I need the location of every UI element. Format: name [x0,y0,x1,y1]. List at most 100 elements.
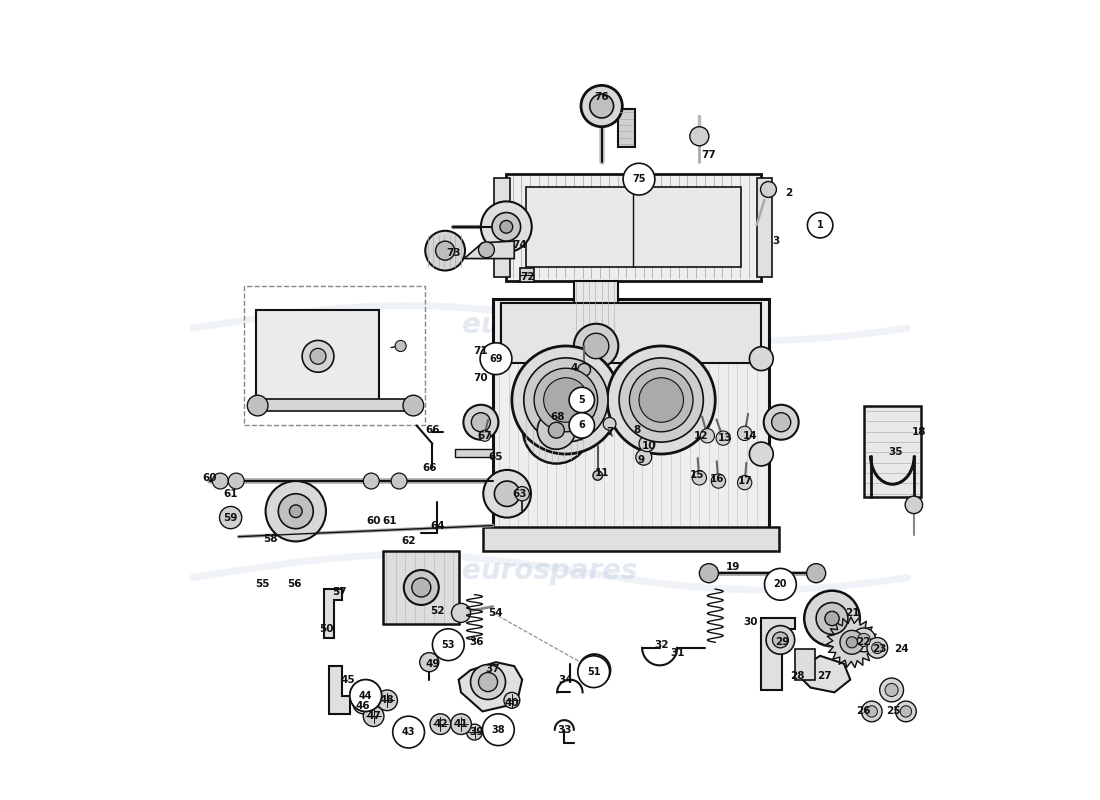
Text: 18: 18 [912,426,926,437]
Bar [520,268,535,282]
Circle shape [522,397,590,463]
Polygon shape [826,617,878,667]
Circle shape [289,505,302,518]
Text: 6: 6 [579,421,585,430]
Text: 36: 36 [470,638,484,647]
Circle shape [350,680,382,711]
Text: 39: 39 [470,727,484,737]
Text: 38: 38 [492,725,505,734]
Text: 66: 66 [422,462,437,473]
Circle shape [377,690,397,710]
Text: 51: 51 [587,666,601,677]
Text: 70: 70 [473,373,487,382]
Circle shape [639,436,654,452]
Text: 3: 3 [773,236,780,246]
Circle shape [900,706,912,717]
Text: 35: 35 [889,446,903,457]
Text: 59: 59 [223,513,238,522]
Circle shape [403,395,424,416]
Circle shape [583,334,608,358]
Text: 15: 15 [690,470,704,481]
Circle shape [350,680,382,711]
Circle shape [623,163,654,195]
Text: 48: 48 [379,695,395,706]
Circle shape [430,714,451,734]
Circle shape [440,637,456,653]
Text: 61: 61 [383,516,397,526]
Circle shape [764,569,796,600]
Polygon shape [323,589,342,638]
Circle shape [353,693,374,714]
Text: 67: 67 [477,430,492,441]
Circle shape [504,692,520,708]
Circle shape [549,422,564,438]
Circle shape [766,626,794,654]
Text: 68: 68 [551,413,565,422]
Circle shape [690,126,708,146]
Circle shape [804,590,860,646]
Text: 73: 73 [446,248,461,258]
Circle shape [483,470,531,518]
Text: 8: 8 [634,425,641,435]
Circle shape [363,473,379,489]
Circle shape [574,399,589,414]
Text: 76: 76 [594,91,609,102]
Text: 16: 16 [710,474,724,485]
Circle shape [302,341,334,372]
Bar [454,450,493,457]
Circle shape [629,368,693,432]
Text: 14: 14 [742,430,758,441]
Circle shape [466,724,483,740]
Text: 69: 69 [490,354,503,364]
Bar [864,406,921,497]
Circle shape [578,363,591,376]
Bar [256,310,380,402]
Polygon shape [794,656,850,692]
Circle shape [278,494,314,529]
Circle shape [851,628,876,652]
Text: 25: 25 [886,706,901,717]
Circle shape [772,632,789,648]
Circle shape [905,496,923,514]
Text: 37: 37 [485,663,501,674]
Circle shape [265,481,326,542]
Circle shape [871,642,883,654]
Circle shape [749,346,773,370]
Circle shape [712,474,726,488]
Circle shape [701,429,715,443]
Circle shape [420,653,439,672]
Bar [506,174,760,281]
Circle shape [639,378,683,422]
Circle shape [524,358,608,442]
Text: 63: 63 [513,489,527,498]
Text: 44: 44 [359,690,373,701]
Text: 62: 62 [402,537,416,546]
Text: 65: 65 [488,452,503,462]
Circle shape [895,701,916,722]
Circle shape [886,683,899,697]
Circle shape [760,182,777,198]
Text: 58: 58 [263,534,277,544]
Text: 72: 72 [520,272,535,282]
Bar [757,178,772,277]
Circle shape [492,213,520,241]
Circle shape [248,395,268,416]
Bar [256,399,415,411]
Circle shape [574,324,618,368]
Text: 75: 75 [632,174,646,184]
Circle shape [574,420,589,434]
Bar [546,408,566,421]
Text: 74: 74 [513,240,527,250]
Circle shape [411,578,431,597]
Text: 77: 77 [702,150,716,160]
Circle shape [481,202,531,252]
Circle shape [772,413,791,432]
Bar [617,110,635,147]
Text: 20: 20 [773,579,788,590]
Text: 5: 5 [579,395,585,405]
Bar [794,650,814,680]
Text: eurospares: eurospares [462,310,638,338]
Circle shape [619,358,703,442]
Text: 49: 49 [426,658,440,669]
Circle shape [603,418,616,430]
